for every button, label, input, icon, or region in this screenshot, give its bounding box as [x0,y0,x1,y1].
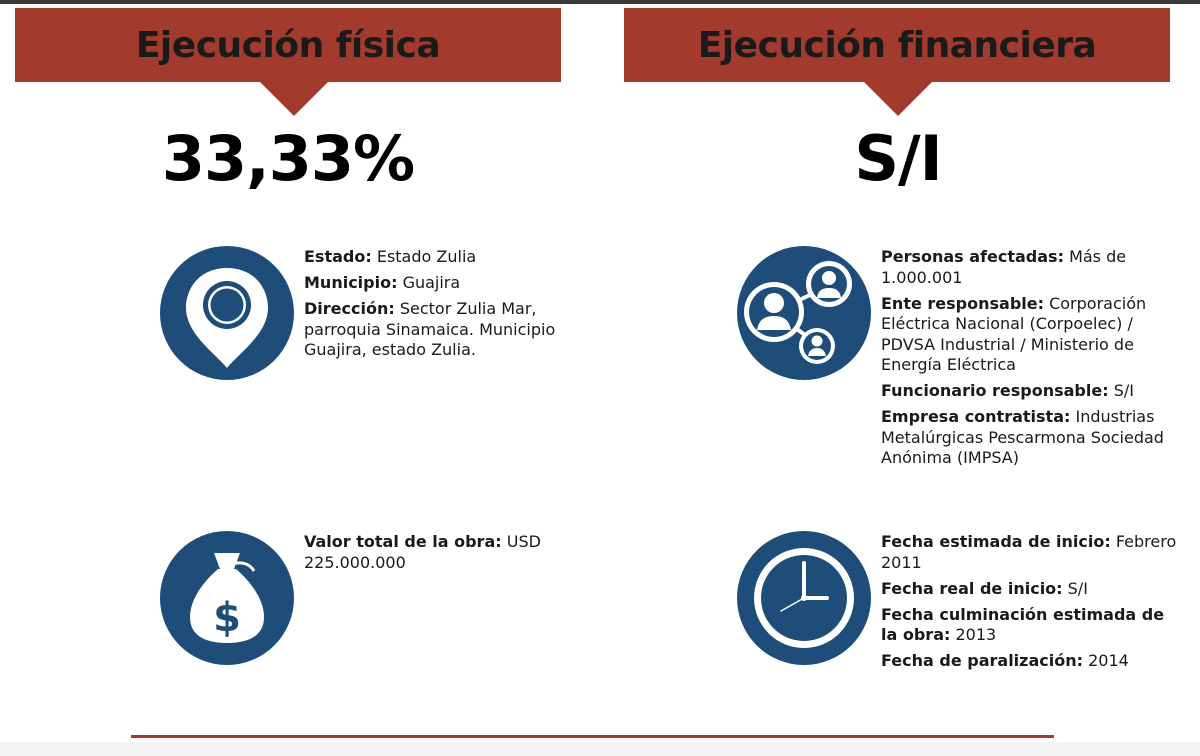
ejecucion-fisica-value: 33,33% [161,122,415,195]
ente-responsable-line: Ente responsable: Corporación Eléctrica … [881,293,1147,375]
personas-afectadas-line: Personas afectadas: Más de 1.000.001 [881,247,1127,287]
fecha-estimada-inicio-line: Fecha estimada de inicio: Febrero 2011 [881,532,1177,572]
banner-pointer-right [864,82,932,116]
municipio-line: Municipio: Guajira [304,273,461,292]
banner-title-fisica: Ejecución física [135,24,441,66]
empresa-contratista-line: Empresa contratista: Industrias Metalúrg… [881,407,1164,467]
top-border [0,0,1200,4]
svg-text:$: $ [213,595,241,641]
money-info: Valor total de la obra: USD 225.000.000 [304,532,574,579]
people-network-icon [737,246,871,380]
dates-info: Fecha estimada de inicio: Febrero 2011 F… [881,532,1179,677]
estado-line: Estado: Estado Zulia [304,247,477,266]
location-info: Estado: Estado Zulia Municipio: Guajira … [304,247,574,366]
valor-total-line: Valor total de la obra: USD 225.000.000 [304,532,541,572]
bottom-strip [0,742,1200,756]
ejecucion-financiera-value: S/I [854,122,942,195]
banner-ejecucion-fisica: Ejecución física [15,8,561,116]
fecha-real-inicio-line: Fecha real de inicio: S/I [881,578,1088,598]
banner-ejecucion-financiera: Ejecución financiera [624,8,1170,116]
bottom-divider [131,735,1054,738]
map-pin-icon [160,246,294,380]
funcionario-responsable-line: Funcionario responsable: S/I [881,381,1134,400]
clock-icon [737,531,871,665]
banner-title-financiera: Ejecución financiera [697,24,1097,66]
money-bag-icon: $ [160,531,294,665]
fecha-culminacion-line: Fecha culminación estimada de la obra: 2… [881,604,1165,645]
fecha-paralizacion-line: Fecha de paralización: 2014 [881,651,1129,670]
people-info: Personas afectadas: Más de 1.000.001 Ent… [881,247,1171,474]
direccion-line: Dirección: Sector Zulia Mar, parroquia S… [304,299,556,359]
banner-pointer-left [260,82,328,116]
